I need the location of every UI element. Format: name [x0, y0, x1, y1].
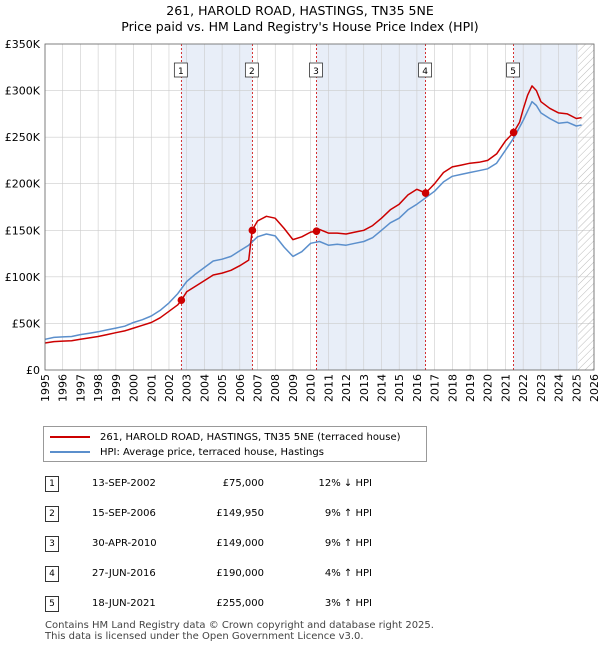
x-tick-label: 1997 — [74, 374, 87, 402]
transaction-number: 1 — [45, 476, 59, 492]
x-tick-label: 2019 — [464, 374, 477, 402]
y-tick-label: £100K — [5, 271, 41, 284]
sale-number-box — [244, 62, 259, 78]
legend-swatch-property — [50, 436, 90, 438]
transaction-date: 27-JUN-2016 — [92, 568, 156, 579]
forecast-hatch — [578, 44, 594, 370]
plot-frame — [44, 43, 595, 371]
x-tick-label: 2006 — [234, 374, 247, 402]
transaction-price: £149,950 — [216, 508, 264, 519]
y-tick-label: £350K — [5, 38, 41, 51]
ownership-band — [316, 44, 426, 370]
x-tick-label: 2017 — [429, 374, 442, 402]
chart-subtitle: Price paid vs. HM Land Registry's House … — [121, 19, 479, 34]
x-tick-label: 2022 — [517, 374, 530, 402]
x-tick-label: 2016 — [411, 374, 424, 402]
footer-copyright: Contains HM Land Registry data © Crown c… — [45, 620, 434, 631]
sale-point — [248, 226, 257, 235]
y-tick-label: £200K — [5, 178, 41, 191]
legend-swatch-hpi — [50, 451, 90, 453]
transaction-hpi: 4% ↑ HPI — [324, 568, 372, 579]
x-tick-label: 2002 — [163, 374, 176, 402]
y-tick-label: £50K — [12, 317, 41, 330]
legend-item-hpi: HPI: Average price, terraced house, Hast… — [50, 445, 324, 459]
y-tick-label: £150K — [5, 224, 41, 237]
y-tick-label: £250K — [5, 131, 41, 144]
sale-point — [312, 227, 321, 236]
x-tick-label: 2009 — [287, 374, 300, 402]
x-tick-label: 2012 — [340, 374, 353, 402]
sale-number-box — [309, 62, 323, 78]
x-tick-label: 2000 — [128, 374, 141, 402]
x-tick-label: 2023 — [535, 374, 548, 402]
sale-number-box — [418, 62, 432, 78]
transaction-number: 3 — [45, 536, 59, 552]
transaction-hpi: 9% ↑ HPI — [324, 538, 372, 549]
x-tick-label: 2014 — [375, 374, 388, 402]
ownership-band — [181, 44, 253, 370]
property-price-line — [44, 85, 582, 344]
transaction-date: 15-SEP-2006 — [92, 508, 156, 519]
x-tick-label: 1999 — [110, 374, 123, 402]
chart-legend: 261, HAROLD ROAD, HASTINGS, TN35 5NE (te… — [43, 426, 427, 462]
hpi-line — [44, 100, 582, 341]
x-tick-label: 2020 — [482, 374, 495, 402]
transaction-number: 4 — [45, 566, 59, 582]
y-tick-label: £300K — [5, 85, 41, 98]
sale-number-label: 1 — [178, 67, 184, 77]
x-tick-label: 2001 — [145, 374, 158, 402]
x-tick-label: 2013 — [358, 374, 371, 402]
x-tick-label: 2003 — [181, 374, 194, 402]
x-tick-label: 2025 — [570, 374, 583, 402]
transaction-number: 5 — [45, 596, 59, 612]
sale-number-label: 4 — [422, 67, 428, 77]
sale-point — [421, 189, 430, 197]
legend-label-property: 261, HAROLD ROAD, HASTINGS, TN35 5NE (te… — [100, 431, 401, 443]
x-tick-label: 2015 — [393, 374, 406, 402]
x-tick-label: 2011 — [322, 374, 335, 402]
transaction-date: 18-JUN-2021 — [92, 598, 156, 609]
transaction-price: £190,000 — [216, 568, 264, 579]
x-tick-label: 2008 — [269, 374, 282, 402]
x-tick-label: 2026 — [588, 374, 600, 402]
x-tick-label: 2004 — [198, 374, 211, 402]
transaction-hpi: 9% ↑ HPI — [324, 508, 372, 519]
legend-label-hpi: HPI: Average price, terraced house, Hast… — [100, 446, 324, 458]
x-tick-label: 2007 — [252, 374, 265, 402]
transaction-price: £255,000 — [216, 598, 264, 609]
x-tick-label: 1996 — [57, 374, 70, 402]
sale-point — [177, 296, 186, 304]
x-tick-label: 1995 — [39, 374, 52, 402]
transaction-price: £149,000 — [216, 538, 264, 549]
sale-number-box — [506, 62, 520, 78]
sale-point — [509, 128, 518, 137]
sale-number-label: 2 — [249, 67, 255, 77]
sale-number-box — [173, 62, 188, 78]
transaction-date: 30-APR-2010 — [92, 538, 157, 549]
x-tick-label: 2018 — [446, 374, 459, 402]
x-tick-label: 2021 — [499, 374, 512, 402]
transaction-hpi: 12% ↓ HPI — [318, 478, 372, 489]
transaction-price: £75,000 — [222, 478, 264, 489]
x-tick-label: 2024 — [553, 374, 566, 402]
x-tick-label: 2005 — [216, 374, 229, 402]
transaction-hpi: 3% ↑ HPI — [324, 598, 372, 609]
chart-title: 261, HAROLD ROAD, HASTINGS, TN35 5NE — [166, 3, 434, 18]
y-tick-label: £0 — [26, 364, 40, 377]
x-tick-label: 2010 — [305, 374, 318, 402]
footer-licence: This data is licensed under the Open Gov… — [45, 631, 364, 642]
ownership-band — [513, 44, 579, 370]
x-tick-label: 1998 — [92, 374, 105, 402]
footer-attribution: Contains HM Land Registry data © Crown c… — [45, 620, 434, 642]
legend-item-property: 261, HAROLD ROAD, HASTINGS, TN35 5NE (te… — [50, 430, 401, 444]
transaction-number: 2 — [45, 506, 59, 522]
transaction-date: 13-SEP-2002 — [92, 478, 156, 489]
price-chart: 1 2 3 4 5 £0 £50K £100K £150K £200K £250K £300K £35… — [5, 38, 600, 402]
sale-number-label: 3 — [313, 67, 319, 77]
sale-number-label: 5 — [510, 67, 516, 77]
